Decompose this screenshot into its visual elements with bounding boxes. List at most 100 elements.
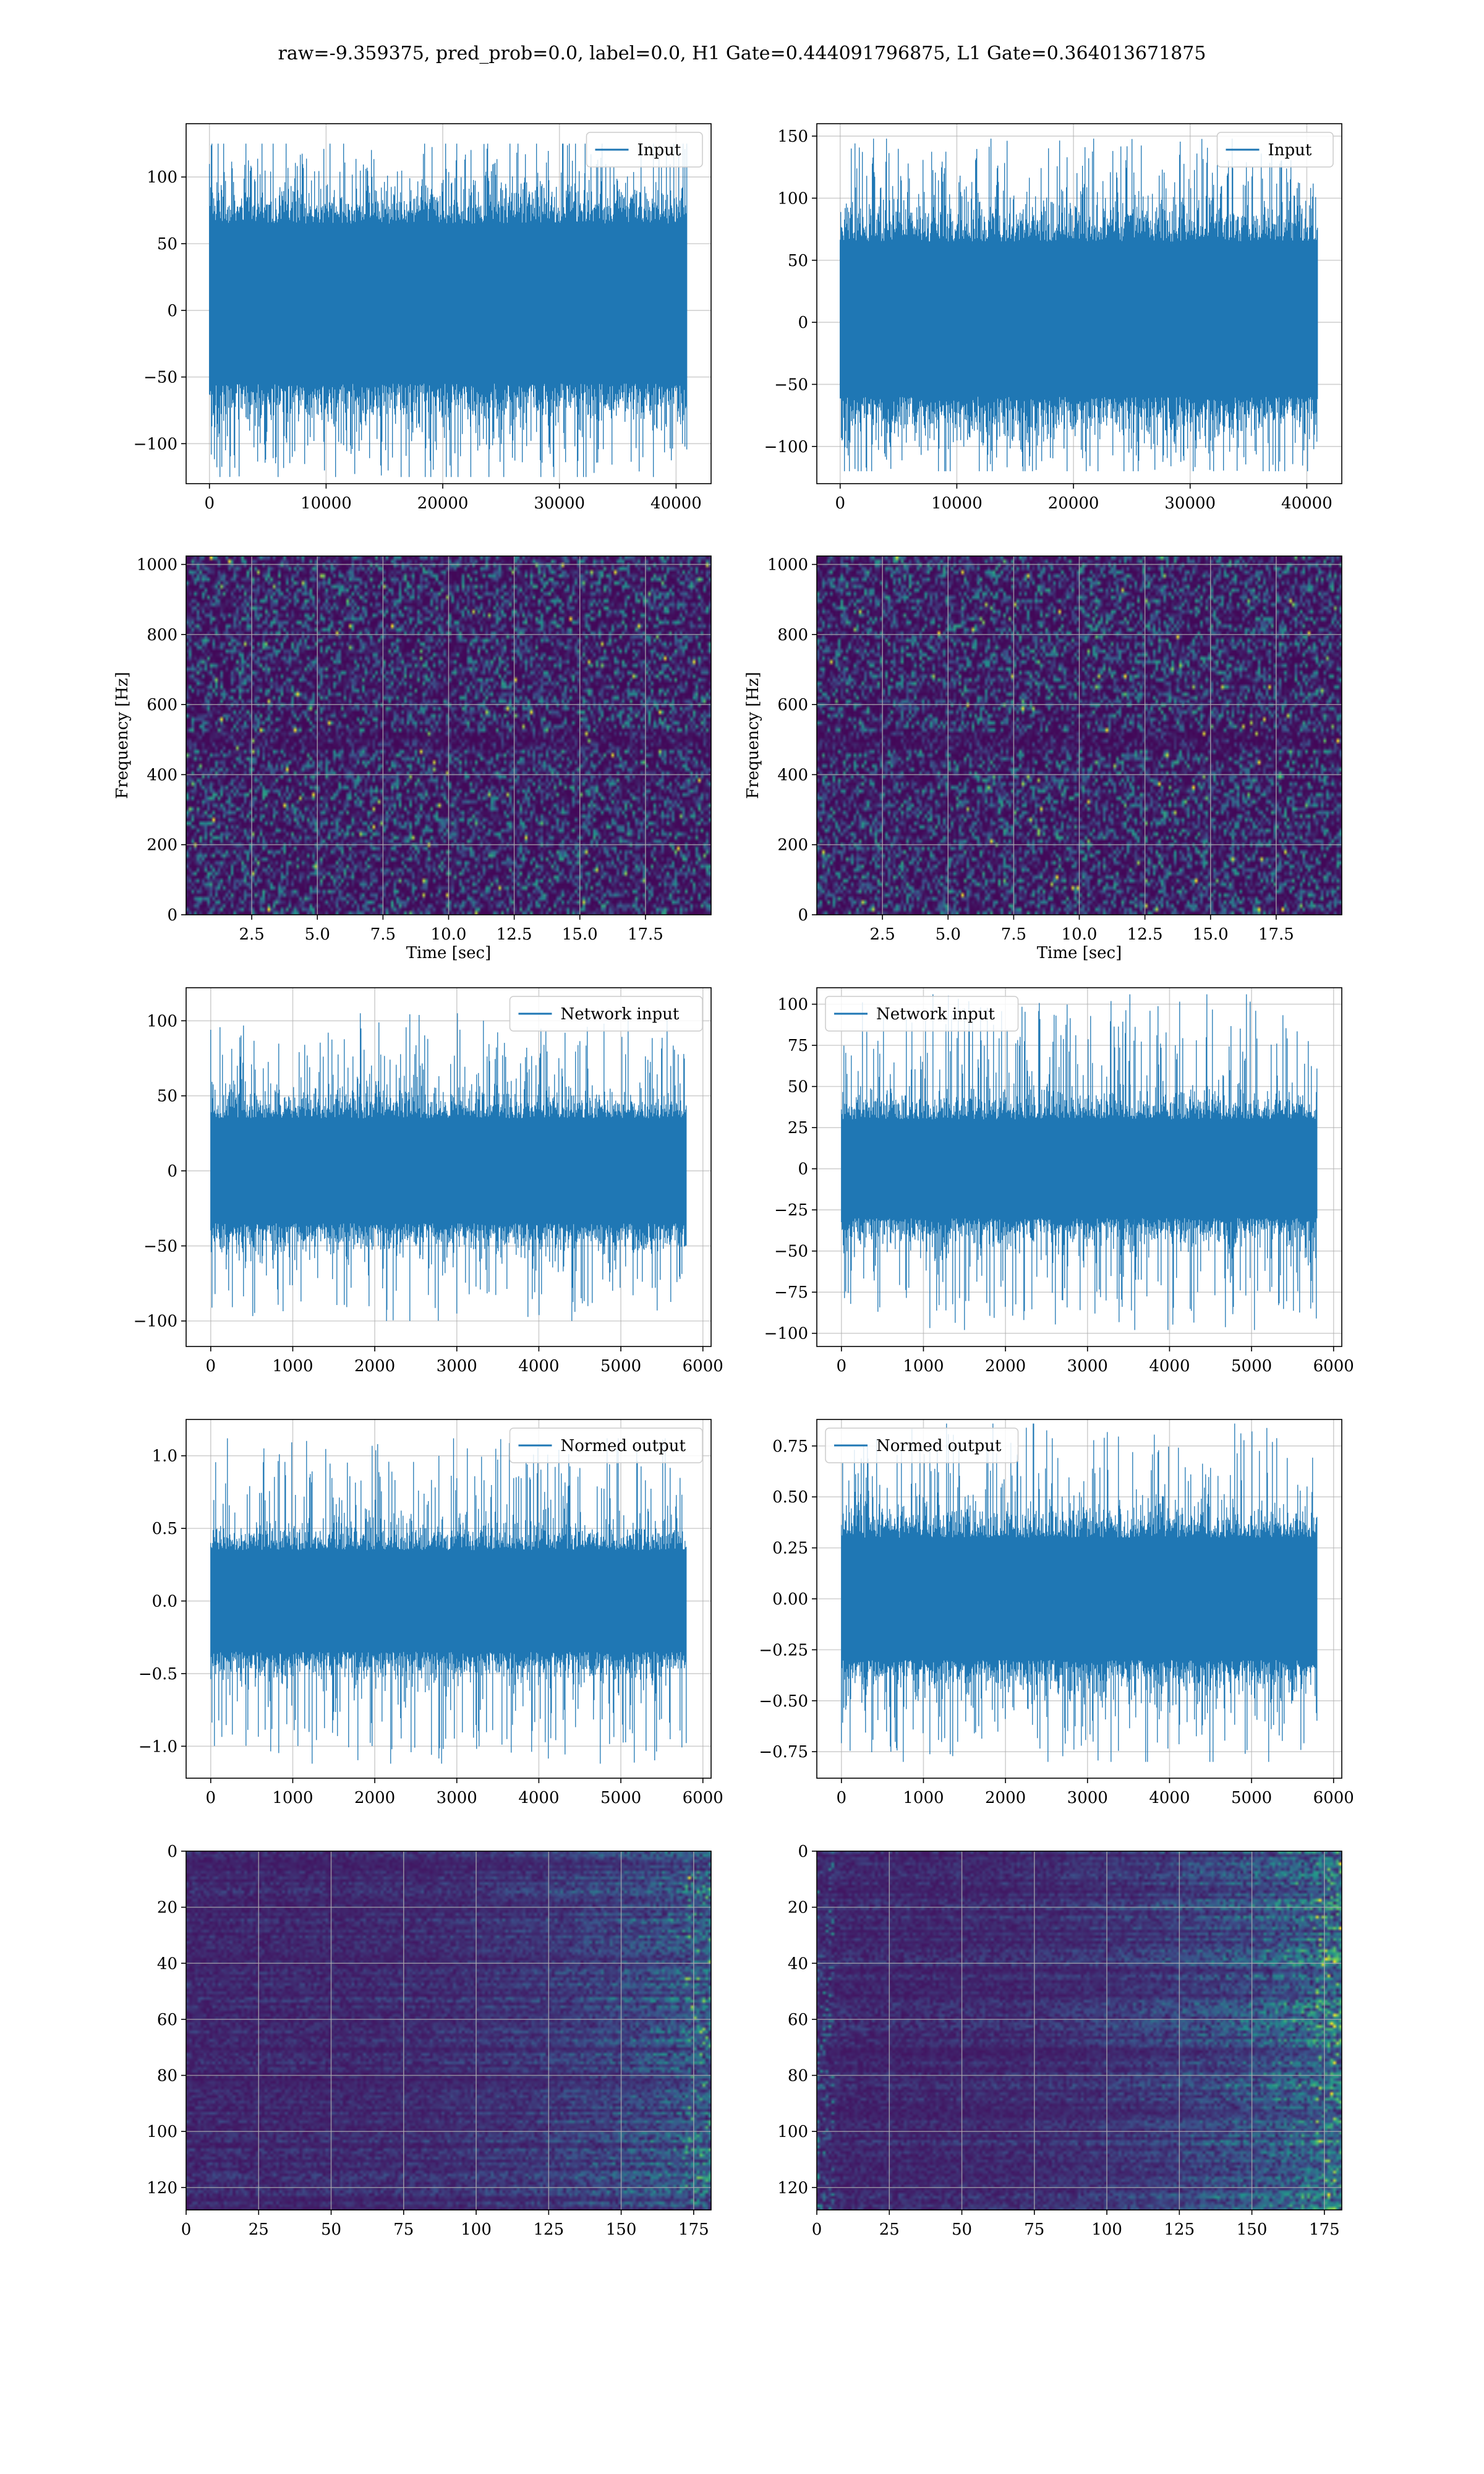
l1-network-input-ytick-label: −75 (774, 1283, 808, 1302)
l1-feature-map-xtick-label: 175 (1309, 2220, 1340, 2239)
h1-spectrogram-xtick-label: 15.0 (562, 925, 598, 944)
h1-network-input-ytick-label: −50 (143, 1237, 177, 1256)
l1-network-input-axes-frame (816, 987, 1342, 1347)
l1-normed-output-legend-label: Normed output (876, 1437, 1002, 1455)
l1-normed-output-xtick-label: 5000 (1231, 1789, 1272, 1807)
l1-normed-output-ytick-label: −0.25 (759, 1641, 808, 1659)
l1-network-input-ytick-label: 0 (798, 1160, 808, 1179)
l1-network-input-xtick-label: 4000 (1149, 1357, 1190, 1376)
h1-spectrogram-xlabel: Time [sec] (406, 944, 492, 962)
h1-feature-map-ytick-label: 20 (157, 1899, 177, 1917)
h1-input-xtick-label: 10000 (301, 494, 352, 513)
l1-spectrogram-chart: 2.5 5.0 7.5 10.0 12.5 15.0 17.5 0 200 400 600 800 10… (744, 555, 1342, 962)
h1-spectrogram-xtick-label: 7.5 (370, 925, 396, 944)
h1-feature-map-ytick-label: 0 (167, 1843, 177, 1861)
l1-spectrogram-ytick-label: 200 (777, 836, 808, 855)
h1-network-input-xtick-label: 1000 (272, 1357, 313, 1376)
h1-normed-output-legend: Normed output (509, 1427, 703, 1463)
h1-input-ytick-label: 0 (167, 302, 177, 320)
l1-normed-output-xtick-label: 3000 (1067, 1789, 1108, 1807)
l1-network-input-xtick-label: 2000 (985, 1357, 1026, 1376)
l1-feature-map-xtick-label: 75 (1024, 2220, 1044, 2239)
h1-input-legend-label: Input (638, 141, 681, 160)
h1-spectrogram-ytick-label: 400 (147, 766, 177, 784)
l1-normed-output-xtick-label: 2000 (985, 1789, 1026, 1807)
h1-network-input-axes-frame (186, 987, 712, 1347)
l1-spectrogram-ytick-label: 600 (777, 696, 808, 714)
l1-input-chart: 0 10000 20000 30000 40000 150 100 50 0 −50 −100 Inp… (764, 123, 1342, 513)
h1-feature-map-ytick-label: 80 (157, 2067, 177, 2086)
l1-network-input-xtick-label: 0 (837, 1357, 847, 1376)
h1-feature-map-xtick-label: 125 (534, 2220, 565, 2239)
h1-input-ytick-label: −50 (143, 369, 177, 387)
l1-network-input-xtick-label: 6000 (1313, 1357, 1354, 1376)
h1-normed-output-ytick-label: 1.0 (152, 1447, 177, 1466)
h1-spectrogram-xtick-label: 2.5 (239, 925, 264, 944)
l1-network-input-ytick-label: 100 (777, 996, 808, 1014)
h1-spectrogram-xtick-label: 12.5 (497, 925, 532, 944)
h1-spectrogram-ytick-label: 200 (147, 836, 177, 855)
l1-feature-map-axes-frame (816, 1851, 1342, 2211)
l1-input-ytick-label: −50 (774, 375, 808, 394)
l1-network-input-xtick-label: 1000 (903, 1357, 944, 1376)
h1-feature-map-image (186, 1851, 711, 2210)
h1-network-input-series-line (210, 1013, 687, 1321)
l1-spectrogram-xtick-label: 2.5 (869, 925, 895, 944)
l1-network-input-series-line (841, 994, 1318, 1330)
h1-feature-map-xtick-label: 175 (678, 2220, 709, 2239)
h1-spectrogram-xtick-label: 5.0 (305, 925, 330, 944)
h1-normed-output-xtick-label: 5000 (600, 1789, 641, 1807)
h1-network-input-legend-box (509, 996, 703, 1032)
h1-feature-map-xtick-label: 0 (181, 2220, 192, 2239)
h1-network-input-chart: 0 1000 2000 3000 4000 5000 6000 100 50 0 −50 −100 Ne… (134, 987, 723, 1376)
l1-input-ytick-label: −100 (764, 438, 808, 456)
h1-network-input-xtick-label: 0 (206, 1357, 216, 1376)
h1-network-input-xtick-label: 3000 (437, 1357, 477, 1376)
l1-feature-map-ytick-label: 80 (788, 2067, 808, 2086)
h1-feature-map-xtick-label: 75 (393, 2220, 414, 2239)
l1-normed-output-ytick-label: 0.25 (772, 1539, 808, 1558)
l1-input-xtick-label: 30000 (1164, 494, 1216, 513)
l1-network-input-ytick-label: −100 (764, 1325, 808, 1343)
l1-feature-map-xtick-label: 50 (952, 2220, 972, 2239)
h1-normed-output-xtick-label: 4000 (518, 1789, 559, 1807)
h1-normed-output-chart: 0 1000 2000 3000 4000 5000 6000 1.0 0.5 0.0 −0.5 −1… (139, 1419, 723, 1807)
l1-spectrogram-ylabel: Frequency [Hz] (744, 672, 762, 799)
l1-normed-output-xtick-label: 0 (837, 1789, 847, 1807)
l1-normed-output-chart: 0 1000 2000 3000 4000 5000 6000 0.75 0.50 0.25 0.0… (759, 1419, 1354, 1807)
l1-feature-map-ytick-label: 20 (788, 1899, 808, 1917)
l1-input-ytick-label: 150 (777, 127, 808, 146)
l1-network-input-ytick-label: −50 (774, 1243, 808, 1261)
l1-input-xtick-label: 10000 (931, 494, 983, 513)
l1-network-input-legend: Network input (825, 996, 1019, 1032)
h1-feature-map-xtick-label: 100 (461, 2220, 492, 2239)
l1-spectrogram-xtick-label: 7.5 (1001, 925, 1026, 944)
l1-normed-output-xtick-label: 1000 (903, 1789, 944, 1807)
h1-normed-output-ytick-label: 0.5 (152, 1520, 177, 1538)
h1-input-ytick-label: 100 (147, 168, 177, 187)
h1-normed-output-ytick-label: −1.0 (139, 1737, 177, 1756)
h1-input-xtick-label: 40000 (650, 494, 702, 513)
l1-normed-output-ytick-label: −0.75 (759, 1743, 808, 1761)
l1-normed-output-xtick-label: 4000 (1149, 1789, 1190, 1807)
l1-normed-output-ytick-label: 0.50 (772, 1488, 808, 1507)
h1-normed-output-legend-label: Normed output (561, 1437, 686, 1455)
h1-feature-map-ytick-label: 60 (157, 2011, 177, 2029)
l1-normed-output-series-line (841, 1423, 1318, 1762)
h1-network-input-legend: Network input (509, 996, 703, 1032)
h1-network-input-ytick-label: 100 (147, 1012, 177, 1030)
h1-network-input-ytick-label: 50 (157, 1087, 177, 1106)
l1-spectrogram-xlabel: Time [sec] (1037, 944, 1122, 962)
h1-normed-output-axes-frame (186, 1419, 712, 1779)
l1-normed-output-legend: Normed output (825, 1427, 1019, 1463)
h1-spectrogram-ylabel: Frequency [Hz] (113, 672, 132, 799)
l1-input-ytick-label: 0 (798, 314, 808, 332)
h1-input-xtick-label: 30000 (534, 494, 585, 513)
l1-input-legend-label: Input (1268, 141, 1312, 160)
l1-feature-map-chart: 0 25 50 75 100 125 150 175 0 20 40 60 80 100 120 (777, 1843, 1342, 2239)
l1-normed-output-ytick-label: 0.00 (772, 1590, 808, 1609)
h1-input-chart: 0 10000 20000 30000 40000 100 50 0 −50 −100 Input (134, 123, 712, 513)
l1-feature-map-xtick-label: 150 (1237, 2220, 1268, 2239)
l1-input-ytick-label: 100 (777, 189, 808, 208)
